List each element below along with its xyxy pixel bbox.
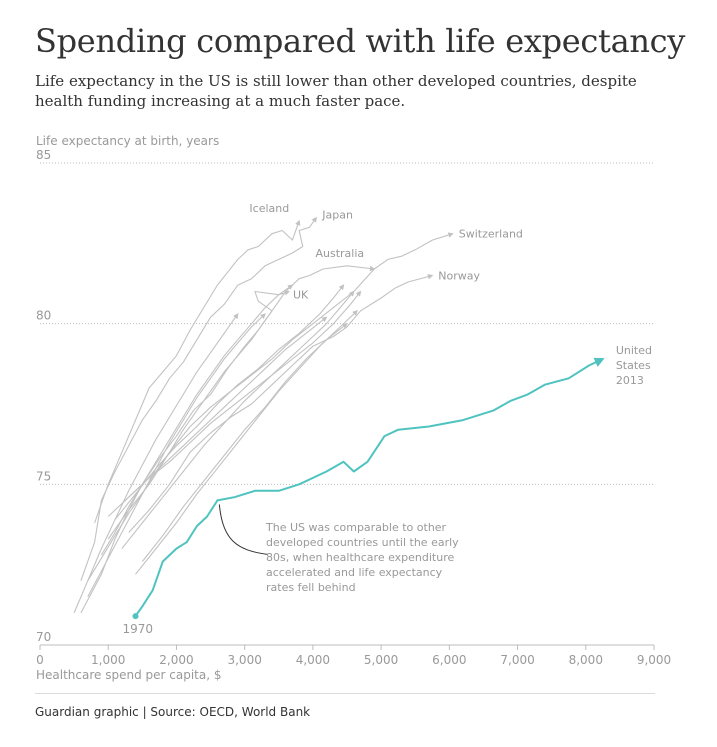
y-axis-label: Life expectancy at birth, years: [36, 134, 219, 148]
us-label-line: States: [616, 359, 651, 372]
series-line: [73, 313, 239, 614]
x-tick-label: 8,000: [569, 653, 603, 667]
series-label: Iceland: [249, 202, 289, 215]
x-axis-label: Healthcare spend per capita, $: [36, 668, 221, 682]
x-tick-label: 3,000: [227, 653, 261, 667]
series-label: Switzerland: [459, 228, 523, 241]
annotation-text: rates fell behind: [266, 581, 356, 594]
annotation-text: The US was comparable to other: [265, 521, 447, 534]
y-tick-label: 80: [36, 309, 51, 323]
series-line: [121, 316, 328, 504]
x-tick-label: 1,000: [91, 653, 125, 667]
x-tick-label: 5,000: [364, 653, 398, 667]
series-label: Japan: [321, 208, 353, 221]
x-tick-label: 6,000: [432, 653, 466, 667]
chart-title: Spending compared with life expectancy: [35, 22, 686, 60]
x-tick-label: 9,000: [637, 653, 671, 667]
series-line: [141, 323, 348, 562]
series-line: [107, 232, 454, 540]
us-series-line: [134, 357, 605, 617]
us-start-point: [132, 613, 139, 620]
footer-divider: [35, 693, 655, 694]
series-line: [100, 284, 294, 556]
x-tick-label: 7,000: [500, 653, 534, 667]
series-label: UK: [293, 289, 309, 302]
series-label: Norway: [438, 269, 480, 282]
us-start-label: 1970: [123, 622, 154, 636]
chart-area: Life expectancy at birth, years 70 75 80 85 0…: [36, 134, 671, 682]
series-line: [87, 290, 291, 581]
chart-subtitle: Life expectancy in the US is still lower…: [35, 72, 637, 110]
us-label-year: 2013: [616, 374, 644, 387]
series-line: [107, 290, 362, 517]
annotation-text: 80s, when healthcare expenditure: [266, 551, 454, 564]
series-line: [94, 219, 301, 524]
y-tick-label: 70: [36, 630, 51, 644]
annotation-leader: [218, 504, 268, 555]
series-line: [135, 310, 358, 575]
y-tick-label: 75: [36, 469, 51, 483]
y-tick-label: 85: [36, 148, 51, 162]
annotation-text: accelerated and life expectancy: [266, 566, 443, 579]
series-line: [121, 290, 355, 549]
series-line: [80, 216, 317, 581]
x-tick-label: 4,000: [296, 653, 330, 667]
series-line: [128, 273, 434, 533]
annotation-text: developed countries until the early: [266, 536, 459, 549]
us-label-line: United: [616, 344, 652, 357]
source-footer: Guardian graphic | Source: OECD, World B…: [35, 705, 311, 719]
x-tick-label: 2,000: [159, 653, 193, 667]
series-label: Australia: [315, 247, 364, 260]
x-tick-label: 0: [36, 653, 44, 667]
series-line: [87, 313, 266, 598]
